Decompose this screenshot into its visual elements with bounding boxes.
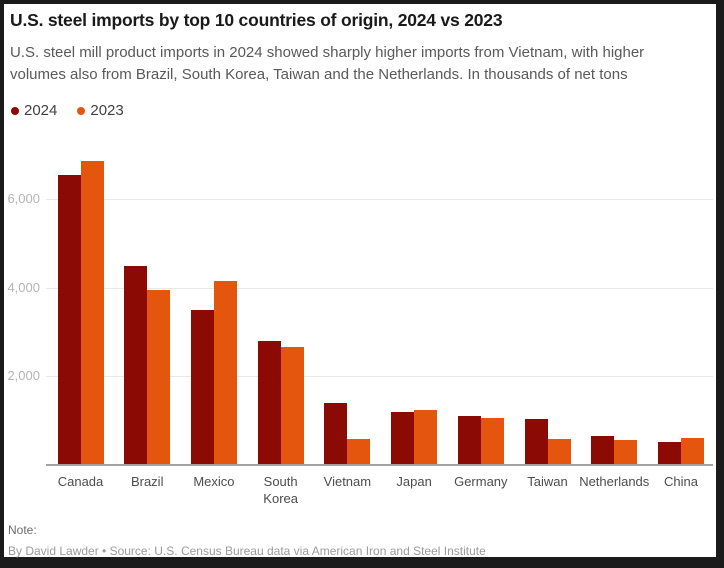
x-axis-category-label: Canada xyxy=(57,474,104,489)
bar-2023-south-korea xyxy=(280,347,304,464)
gridline-4,000 xyxy=(46,287,713,289)
chart-panel: U.S. steel imports by top 10 countries o… xyxy=(4,4,716,558)
x-axis-category-label: Netherlands xyxy=(579,474,650,489)
x-axis-category-label: Taiwan xyxy=(527,474,568,489)
gridline-2,000 xyxy=(46,375,713,377)
x-axis-category-label: Vietnam xyxy=(323,474,372,489)
x-axis-baseline xyxy=(46,464,713,466)
bar-2023-china xyxy=(680,437,704,464)
bar-2024-netherlands xyxy=(591,436,615,464)
legend-item-2024: 2024 xyxy=(11,102,57,119)
bar-2024-brazil xyxy=(124,266,148,464)
bar-2024-vietnam xyxy=(324,402,348,464)
y-axis-tick-label: 4,000 xyxy=(7,279,40,295)
bar-2023-mexico xyxy=(213,280,237,464)
bar-2024-germany xyxy=(457,416,481,464)
legend: 2024 2023 xyxy=(11,102,124,119)
x-axis-category-label: Brazil xyxy=(130,474,164,489)
bar-2023-netherlands xyxy=(614,440,638,464)
chart-subtitle-line2: volumes also from Brazil, South Korea, T… xyxy=(10,65,628,83)
x-axis-category-label: Mexico xyxy=(193,474,235,489)
bar-2024-china xyxy=(657,441,681,464)
y-axis-tick-label: 6,000 xyxy=(7,191,40,207)
bar-2023-brazil xyxy=(147,290,171,464)
legend-dot-2024-icon xyxy=(11,106,19,115)
bar-2023-germany xyxy=(480,418,504,464)
bar-2024-south-korea xyxy=(257,340,281,464)
y-axis-tick-label: 2,000 xyxy=(7,367,40,383)
legend-label-2023: 2023 xyxy=(90,102,124,119)
x-axis-category-label: Japan xyxy=(396,474,432,489)
legend-dot-2023-icon xyxy=(77,106,86,115)
x-axis-category-label: China xyxy=(663,474,698,489)
x-axis-category-label: South Korea xyxy=(263,474,298,506)
note-label: Note: xyxy=(8,523,37,537)
bar-2024-taiwan xyxy=(524,418,548,464)
bar-2024-canada xyxy=(57,175,81,464)
byline-source: By David Lawder • Source: U.S. Census Bu… xyxy=(8,544,486,558)
bar-2024-mexico xyxy=(190,309,214,464)
legend-label-2024: 2024 xyxy=(24,102,58,119)
bar-2023-canada xyxy=(80,161,104,464)
chart-title: U.S. steel imports by top 10 countries o… xyxy=(10,10,503,30)
x-axis-category-label: Germany xyxy=(454,474,508,489)
bar-2023-taiwan xyxy=(547,438,571,464)
chart-subtitle-line1: U.S. steel mill product imports in 2024 … xyxy=(10,44,645,61)
gridline-6,000 xyxy=(46,199,713,201)
chart-subtitle: U.S. steel mill product imports in 2024 … xyxy=(10,42,712,85)
legend-item-2023: 2023 xyxy=(77,102,124,119)
bar-2023-vietnam xyxy=(347,438,371,464)
bar-2023-japan xyxy=(414,410,438,464)
bar-2024-japan xyxy=(391,411,415,464)
bar-chart: 2,000 4,000 6,000 Canada Brazil Mexico South K… xyxy=(4,4,716,557)
